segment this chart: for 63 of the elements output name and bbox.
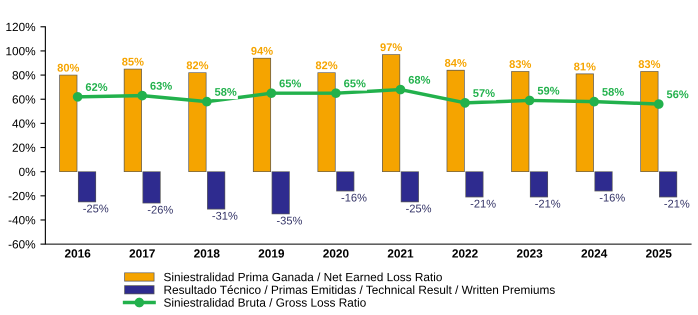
data-label: 83%	[638, 60, 660, 68]
data-label: 82%	[186, 61, 208, 70]
data-label: -21%	[664, 200, 690, 208]
y-tick-label: 120%	[6, 22, 36, 32]
data-label: 84%	[444, 58, 467, 67]
point	[202, 96, 212, 106]
data-label: -21%	[470, 200, 496, 208]
y-tick-label: 0%	[19, 168, 36, 176]
data-label: 81%	[574, 62, 596, 70]
data-label: 82%	[316, 61, 338, 70]
y-tick-label: -60%	[8, 240, 36, 249]
data-label: -16%	[600, 194, 625, 202]
data-label: -31%	[212, 212, 238, 220]
data-label: -25%	[83, 204, 108, 212]
x-tick-label: 2016	[64, 249, 90, 258]
data-label: 63%	[150, 82, 172, 90]
data-label: 58%	[214, 88, 236, 96]
y-tick-label: 100%	[6, 46, 36, 56]
point	[396, 84, 406, 94]
data-label: 56%	[666, 90, 688, 98]
x-tick-label: 2018	[194, 249, 220, 258]
data-label: 57%	[473, 89, 495, 98]
point	[137, 90, 148, 100]
y-tick-label: 20%	[12, 144, 36, 152]
x-tick-label: 2025	[646, 249, 672, 258]
point	[266, 88, 276, 98]
data-label: 62%	[86, 83, 108, 91]
y-tick-label: 80%	[12, 71, 36, 80]
data-label: 83%	[509, 60, 532, 68]
data-label: 68%	[408, 76, 430, 84]
y-tick-label: 40%	[12, 119, 36, 128]
legend-label: Resultado Técnico / Primas Emitidas / Technical Result / Written Premiums	[164, 285, 555, 294]
data-label: -21%	[535, 200, 560, 208]
data-label: 94%	[251, 46, 273, 55]
point	[72, 92, 83, 102]
data-label: -26%	[148, 206, 173, 214]
data-label: 58%	[602, 88, 624, 96]
x-tick-label: 2022	[452, 249, 478, 258]
x-tick-label: 2023	[516, 249, 542, 258]
data-label: -35%	[276, 216, 302, 225]
data-label: -16%	[342, 194, 367, 202]
data-label: 65%	[280, 80, 302, 88]
data-label: 65%	[344, 80, 366, 88]
x-tick-label: 2019	[258, 249, 284, 258]
legend-label: Siniestralidad Prima Ganada / Net Earned Loss Ratio	[164, 272, 442, 282]
point	[589, 96, 600, 106]
x-tick-label: 2024	[581, 249, 608, 258]
point	[524, 96, 534, 106]
point	[331, 88, 341, 98]
point	[460, 98, 470, 108]
legend-label: Siniestralidad Bruta / Gross Loss Ratio	[164, 298, 366, 307]
y-tick-label: -20%	[8, 192, 36, 200]
point	[654, 99, 664, 109]
y-tick-label: -40%	[8, 216, 36, 224]
x-tick-label: 2017	[129, 249, 155, 258]
y-tick-label: 60%	[12, 95, 36, 104]
data-label: 97%	[380, 43, 402, 52]
data-label: -25%	[406, 204, 432, 212]
x-tick-label: 2020	[323, 249, 349, 258]
data-label: 59%	[538, 86, 560, 95]
data-label: 80%	[58, 64, 80, 72]
x-tick-label: 2021	[388, 249, 414, 258]
data-label: 85%	[122, 58, 144, 66]
